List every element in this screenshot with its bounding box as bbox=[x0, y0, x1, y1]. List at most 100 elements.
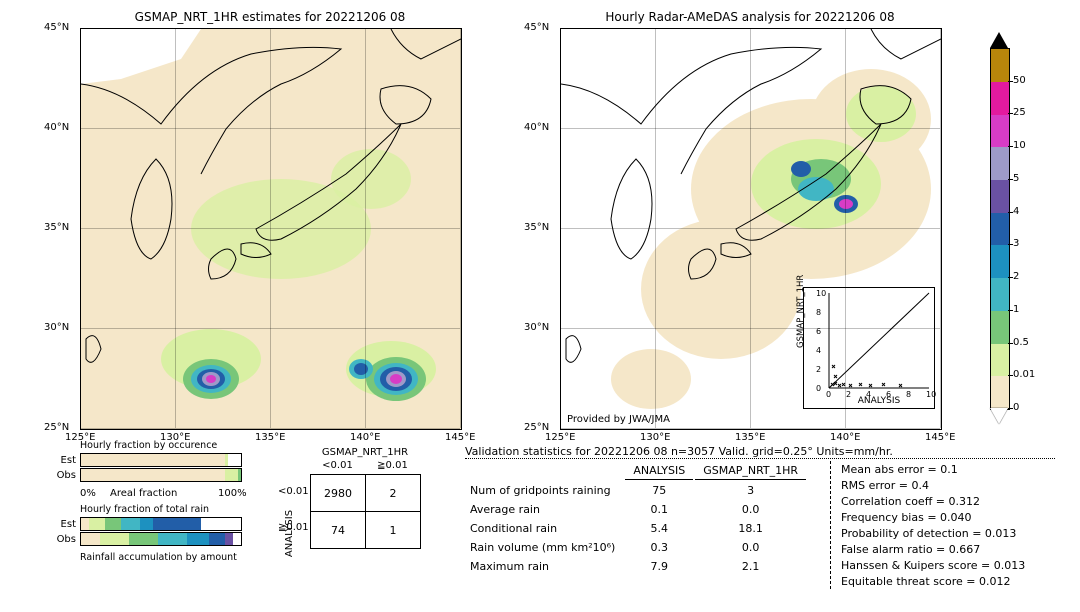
bar-segment bbox=[100, 533, 129, 545]
val-row-a: 0.1 bbox=[625, 501, 693, 518]
val-row-a: 75 bbox=[625, 482, 693, 499]
inset-xtick: 4 bbox=[866, 390, 871, 399]
colorbar-segment bbox=[991, 82, 1009, 115]
colorbar-segment bbox=[991, 180, 1009, 213]
ct-cell-01: 2 bbox=[366, 475, 421, 512]
bar-segment bbox=[121, 518, 140, 530]
map-title-left: GSMAP_NRT_1HR estimates for 20221206 08 bbox=[80, 10, 460, 24]
lat-tick: 40°N bbox=[44, 122, 69, 133]
hfo-est-bar bbox=[80, 453, 242, 467]
lon-tick: 125°E bbox=[545, 432, 575, 443]
hfo-est-label: Est bbox=[50, 455, 80, 466]
hft-caption: Rainfall accumulation by amount bbox=[80, 552, 237, 563]
colorbar-tick: 25 bbox=[1013, 107, 1026, 118]
stat-line: Frequency bias = 0.040 bbox=[841, 509, 1025, 525]
val-colh-0: ANALYSIS bbox=[625, 462, 693, 480]
stat-line: RMS error = 0.4 bbox=[841, 477, 1025, 493]
ct-cell-10: 74 bbox=[311, 512, 366, 549]
inset-ytick: 4 bbox=[816, 346, 821, 355]
bar-segment bbox=[81, 454, 225, 466]
colorbar-tick: 0.01 bbox=[1013, 369, 1035, 380]
colorbar-tick: 5 bbox=[1013, 173, 1019, 184]
bar-segment bbox=[225, 533, 233, 545]
inset-ylabel: GSMAP_NRT_1HR bbox=[796, 275, 806, 348]
ct-title: GSMAP_NRT_1HR bbox=[310, 447, 420, 458]
bar-segment bbox=[81, 533, 100, 545]
val-row-b: 0.0 bbox=[695, 501, 806, 518]
colorbar-tick: 50 bbox=[1013, 75, 1026, 86]
contingency-table: 29802 741 bbox=[310, 474, 421, 549]
bar-segment bbox=[187, 533, 209, 545]
ct-row1: ≧0.01 bbox=[278, 522, 308, 533]
hfo-obs-label: Obs bbox=[50, 470, 80, 481]
val-row-a: 7.9 bbox=[625, 558, 693, 575]
inset-ytick: 10 bbox=[816, 289, 826, 298]
bar-segment bbox=[129, 533, 158, 545]
colorbar-tick: 4 bbox=[1013, 206, 1019, 217]
val-row-label: Average rain bbox=[462, 501, 623, 518]
bar-segment bbox=[140, 518, 153, 530]
lat-tick: 45°N bbox=[524, 22, 549, 33]
bar-segment bbox=[89, 518, 105, 530]
colorbar-tick: 10 bbox=[1013, 140, 1026, 151]
bar-segment bbox=[105, 518, 121, 530]
lat-tick: 35°N bbox=[44, 222, 69, 233]
ct-row0: <0.01 bbox=[278, 486, 308, 497]
validation-table: ANALYSISGSMAP_NRT_1HR Num of gridpoints … bbox=[460, 460, 808, 577]
lat-tick: 40°N bbox=[524, 122, 549, 133]
inset-xtick: 0 bbox=[826, 390, 831, 399]
inset-xtick: 6 bbox=[886, 390, 891, 399]
val-row-label: Num of gridpoints raining bbox=[462, 482, 623, 499]
bar-segment bbox=[209, 533, 225, 545]
inset-xtick: 2 bbox=[846, 390, 851, 399]
hfo-xlabel-mid: Areal fraction bbox=[110, 488, 177, 499]
val-row-b: 0.0 bbox=[695, 539, 806, 556]
hft-est-label: Est bbox=[50, 519, 80, 530]
colorbar-segment bbox=[991, 115, 1009, 148]
inset-xtick: 8 bbox=[906, 390, 911, 399]
scatter-inset: ANALYSIS GSMAP_NRT_1HR 0246810 0246810 bbox=[803, 287, 935, 409]
inset-xlabel: ANALYSIS bbox=[858, 396, 901, 406]
bar-segment bbox=[81, 518, 89, 530]
map-left bbox=[80, 28, 462, 430]
hfo-obs-bar bbox=[80, 468, 242, 482]
lat-tick: 25°N bbox=[44, 422, 69, 433]
bar-segment bbox=[225, 469, 238, 481]
colorbar-tick: 3 bbox=[1013, 238, 1019, 249]
inset-ytick: 2 bbox=[816, 365, 821, 374]
hfo-xlabel-left: 0% bbox=[80, 488, 96, 499]
colorbar-bottom-tri bbox=[990, 408, 1008, 424]
ct-col0: <0.01 bbox=[310, 460, 365, 471]
hft-obs-bar bbox=[80, 532, 242, 546]
lon-tick: 135°E bbox=[255, 432, 285, 443]
validation-right: Mean abs error = 0.1RMS error = 0.4Corre… bbox=[830, 461, 1025, 589]
val-row-b: 18.1 bbox=[695, 520, 806, 537]
map-right: ANALYSIS GSMAP_NRT_1HR 0246810 0246810 P… bbox=[560, 28, 942, 430]
lon-tick: 130°E bbox=[640, 432, 670, 443]
lat-tick: 35°N bbox=[524, 222, 549, 233]
lon-tick: 140°E bbox=[830, 432, 860, 443]
stat-line: Equitable threat score = 0.012 bbox=[841, 573, 1025, 589]
hfo-xlabel-right: 100% bbox=[218, 488, 247, 499]
ct-ylabel: ANALYSIS bbox=[284, 510, 295, 557]
inset-xtick: 10 bbox=[926, 390, 936, 399]
colorbar-top-tri bbox=[990, 32, 1008, 48]
lon-tick: 140°E bbox=[350, 432, 380, 443]
colorbar-segment bbox=[991, 344, 1009, 377]
colorbar-segment bbox=[991, 49, 1009, 82]
lat-tick: 25°N bbox=[524, 422, 549, 433]
colorbar-tick: 1 bbox=[1013, 304, 1019, 315]
bar-segment bbox=[238, 469, 241, 481]
val-row-label: Conditional rain bbox=[462, 520, 623, 537]
lon-tick: 145°E bbox=[445, 432, 475, 443]
val-row-label: Maximum rain bbox=[462, 558, 623, 575]
val-row-a: 0.3 bbox=[625, 539, 693, 556]
lat-tick: 45°N bbox=[44, 22, 69, 33]
stat-line: False alarm ratio = 0.667 bbox=[841, 541, 1025, 557]
ct-cell-11: 1 bbox=[366, 512, 421, 549]
lon-tick: 145°E bbox=[925, 432, 955, 443]
stat-line: Probability of detection = 0.013 bbox=[841, 525, 1025, 541]
map-left-content bbox=[81, 29, 461, 429]
bar-segment bbox=[158, 533, 187, 545]
lon-tick: 135°E bbox=[735, 432, 765, 443]
